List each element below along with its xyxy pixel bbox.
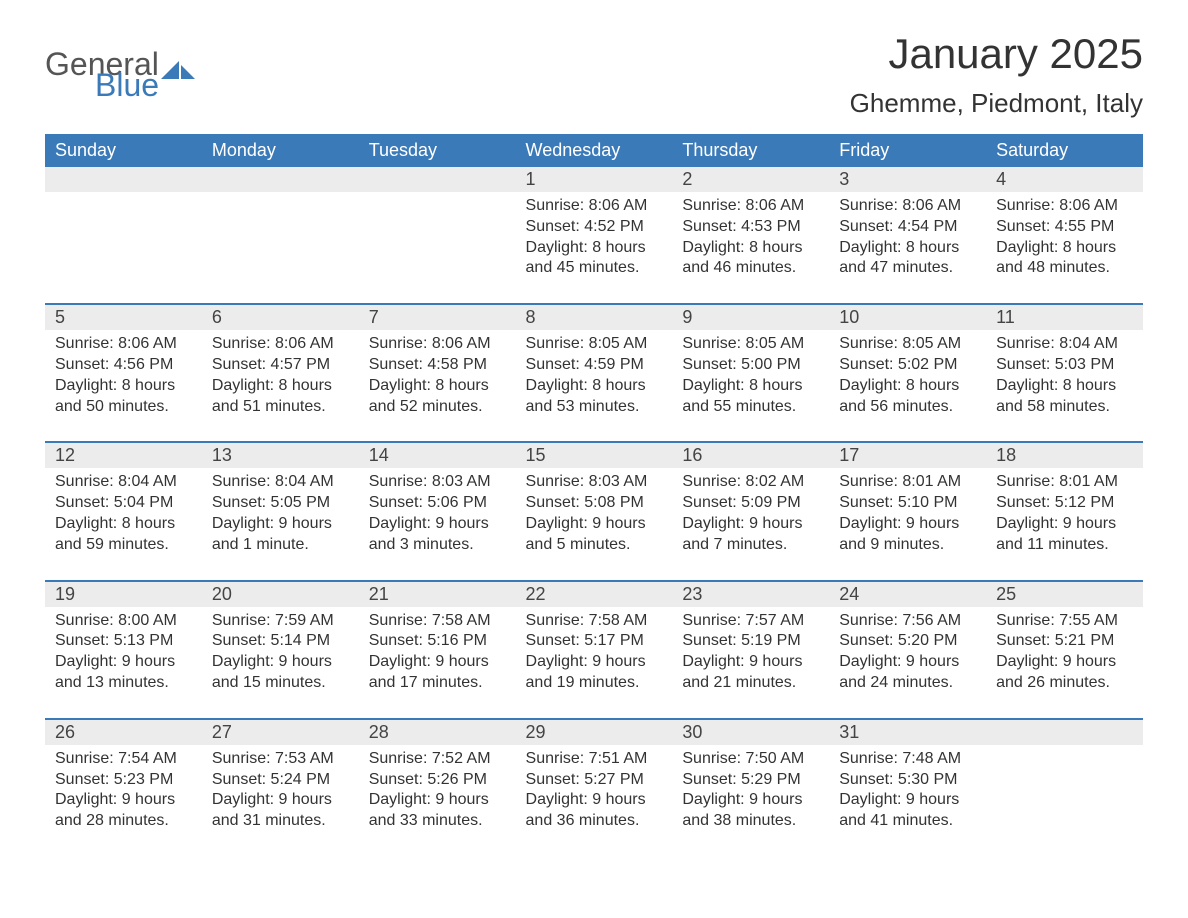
day-number: 14 bbox=[359, 442, 516, 468]
day-number: 19 bbox=[45, 581, 202, 607]
day-header: Thursday bbox=[672, 134, 829, 167]
header: General Blue January 2025 Ghemme, Piedmo… bbox=[45, 30, 1143, 119]
day-detail bbox=[986, 745, 1143, 856]
day-number bbox=[359, 167, 516, 192]
day-header: Wednesday bbox=[516, 134, 673, 167]
day-detail: Sunrise: 8:06 AMSunset: 4:52 PMDaylight:… bbox=[516, 192, 673, 304]
day-number: 21 bbox=[359, 581, 516, 607]
day-number: 12 bbox=[45, 442, 202, 468]
day-number: 3 bbox=[829, 167, 986, 192]
day-detail: Sunrise: 8:06 AMSunset: 4:57 PMDaylight:… bbox=[202, 330, 359, 442]
day-number: 13 bbox=[202, 442, 359, 468]
day-number: 29 bbox=[516, 719, 673, 745]
day-number: 8 bbox=[516, 304, 673, 330]
day-number: 20 bbox=[202, 581, 359, 607]
day-detail: Sunrise: 7:58 AMSunset: 5:16 PMDaylight:… bbox=[359, 607, 516, 719]
day-detail: Sunrise: 8:06 AMSunset: 4:58 PMDaylight:… bbox=[359, 330, 516, 442]
day-detail: Sunrise: 7:58 AMSunset: 5:17 PMDaylight:… bbox=[516, 607, 673, 719]
day-number: 16 bbox=[672, 442, 829, 468]
day-detail: Sunrise: 8:05 AMSunset: 5:02 PMDaylight:… bbox=[829, 330, 986, 442]
day-number bbox=[45, 167, 202, 192]
day-detail-row: Sunrise: 7:54 AMSunset: 5:23 PMDaylight:… bbox=[45, 745, 1143, 856]
day-detail: Sunrise: 8:03 AMSunset: 5:08 PMDaylight:… bbox=[516, 468, 673, 580]
day-detail: Sunrise: 8:05 AMSunset: 4:59 PMDaylight:… bbox=[516, 330, 673, 442]
day-number: 18 bbox=[986, 442, 1143, 468]
logo: General Blue bbox=[45, 50, 195, 100]
day-number: 25 bbox=[986, 581, 1143, 607]
day-num-row: 262728293031 bbox=[45, 719, 1143, 745]
day-number: 4 bbox=[986, 167, 1143, 192]
day-header: Saturday bbox=[986, 134, 1143, 167]
day-detail: Sunrise: 7:55 AMSunset: 5:21 PMDaylight:… bbox=[986, 607, 1143, 719]
day-number: 24 bbox=[829, 581, 986, 607]
day-detail: Sunrise: 8:01 AMSunset: 5:12 PMDaylight:… bbox=[986, 468, 1143, 580]
day-detail bbox=[359, 192, 516, 304]
day-number: 2 bbox=[672, 167, 829, 192]
day-num-row: 1234 bbox=[45, 167, 1143, 192]
day-number: 31 bbox=[829, 719, 986, 745]
day-detail: Sunrise: 8:02 AMSunset: 5:09 PMDaylight:… bbox=[672, 468, 829, 580]
day-detail-row: Sunrise: 8:06 AMSunset: 4:56 PMDaylight:… bbox=[45, 330, 1143, 442]
day-header: Monday bbox=[202, 134, 359, 167]
day-number bbox=[202, 167, 359, 192]
day-detail: Sunrise: 8:06 AMSunset: 4:56 PMDaylight:… bbox=[45, 330, 202, 442]
day-number: 22 bbox=[516, 581, 673, 607]
day-detail: Sunrise: 8:04 AMSunset: 5:05 PMDaylight:… bbox=[202, 468, 359, 580]
day-number: 23 bbox=[672, 581, 829, 607]
day-detail-row: Sunrise: 8:06 AMSunset: 4:52 PMDaylight:… bbox=[45, 192, 1143, 304]
day-detail: Sunrise: 8:06 AMSunset: 4:53 PMDaylight:… bbox=[672, 192, 829, 304]
day-header-row: Sunday Monday Tuesday Wednesday Thursday… bbox=[45, 134, 1143, 167]
day-detail: Sunrise: 7:52 AMSunset: 5:26 PMDaylight:… bbox=[359, 745, 516, 856]
day-detail bbox=[45, 192, 202, 304]
day-detail: Sunrise: 8:05 AMSunset: 5:00 PMDaylight:… bbox=[672, 330, 829, 442]
day-detail: Sunrise: 7:51 AMSunset: 5:27 PMDaylight:… bbox=[516, 745, 673, 856]
day-detail: Sunrise: 8:06 AMSunset: 4:54 PMDaylight:… bbox=[829, 192, 986, 304]
day-detail: Sunrise: 8:00 AMSunset: 5:13 PMDaylight:… bbox=[45, 607, 202, 719]
day-number bbox=[986, 719, 1143, 745]
day-number: 5 bbox=[45, 304, 202, 330]
day-detail: Sunrise: 7:56 AMSunset: 5:20 PMDaylight:… bbox=[829, 607, 986, 719]
day-num-row: 19202122232425 bbox=[45, 581, 1143, 607]
day-number: 30 bbox=[672, 719, 829, 745]
day-number: 26 bbox=[45, 719, 202, 745]
day-number: 9 bbox=[672, 304, 829, 330]
day-number: 28 bbox=[359, 719, 516, 745]
day-number: 11 bbox=[986, 304, 1143, 330]
day-detail: Sunrise: 8:06 AMSunset: 4:55 PMDaylight:… bbox=[986, 192, 1143, 304]
day-detail: Sunrise: 7:48 AMSunset: 5:30 PMDaylight:… bbox=[829, 745, 986, 856]
day-number: 7 bbox=[359, 304, 516, 330]
day-number: 27 bbox=[202, 719, 359, 745]
calendar-table: Sunday Monday Tuesday Wednesday Thursday… bbox=[45, 134, 1143, 856]
day-detail: Sunrise: 8:03 AMSunset: 5:06 PMDaylight:… bbox=[359, 468, 516, 580]
month-title: January 2025 bbox=[850, 30, 1143, 78]
location: Ghemme, Piedmont, Italy bbox=[850, 88, 1143, 119]
day-num-row: 12131415161718 bbox=[45, 442, 1143, 468]
day-detail: Sunrise: 8:01 AMSunset: 5:10 PMDaylight:… bbox=[829, 468, 986, 580]
day-header: Tuesday bbox=[359, 134, 516, 167]
day-detail-row: Sunrise: 8:04 AMSunset: 5:04 PMDaylight:… bbox=[45, 468, 1143, 580]
day-detail: Sunrise: 7:54 AMSunset: 5:23 PMDaylight:… bbox=[45, 745, 202, 856]
day-detail-row: Sunrise: 8:00 AMSunset: 5:13 PMDaylight:… bbox=[45, 607, 1143, 719]
day-header: Friday bbox=[829, 134, 986, 167]
logo-text-blue: Blue bbox=[95, 71, 195, 100]
day-number: 1 bbox=[516, 167, 673, 192]
day-number: 10 bbox=[829, 304, 986, 330]
day-num-row: 567891011 bbox=[45, 304, 1143, 330]
day-number: 15 bbox=[516, 442, 673, 468]
day-detail: Sunrise: 8:04 AMSunset: 5:03 PMDaylight:… bbox=[986, 330, 1143, 442]
day-detail: Sunrise: 7:59 AMSunset: 5:14 PMDaylight:… bbox=[202, 607, 359, 719]
day-header: Sunday bbox=[45, 134, 202, 167]
day-detail: Sunrise: 7:50 AMSunset: 5:29 PMDaylight:… bbox=[672, 745, 829, 856]
day-number: 17 bbox=[829, 442, 986, 468]
day-detail: Sunrise: 8:04 AMSunset: 5:04 PMDaylight:… bbox=[45, 468, 202, 580]
day-detail: Sunrise: 7:57 AMSunset: 5:19 PMDaylight:… bbox=[672, 607, 829, 719]
title-block: January 2025 Ghemme, Piedmont, Italy bbox=[850, 30, 1143, 119]
day-detail bbox=[202, 192, 359, 304]
day-number: 6 bbox=[202, 304, 359, 330]
day-detail: Sunrise: 7:53 AMSunset: 5:24 PMDaylight:… bbox=[202, 745, 359, 856]
